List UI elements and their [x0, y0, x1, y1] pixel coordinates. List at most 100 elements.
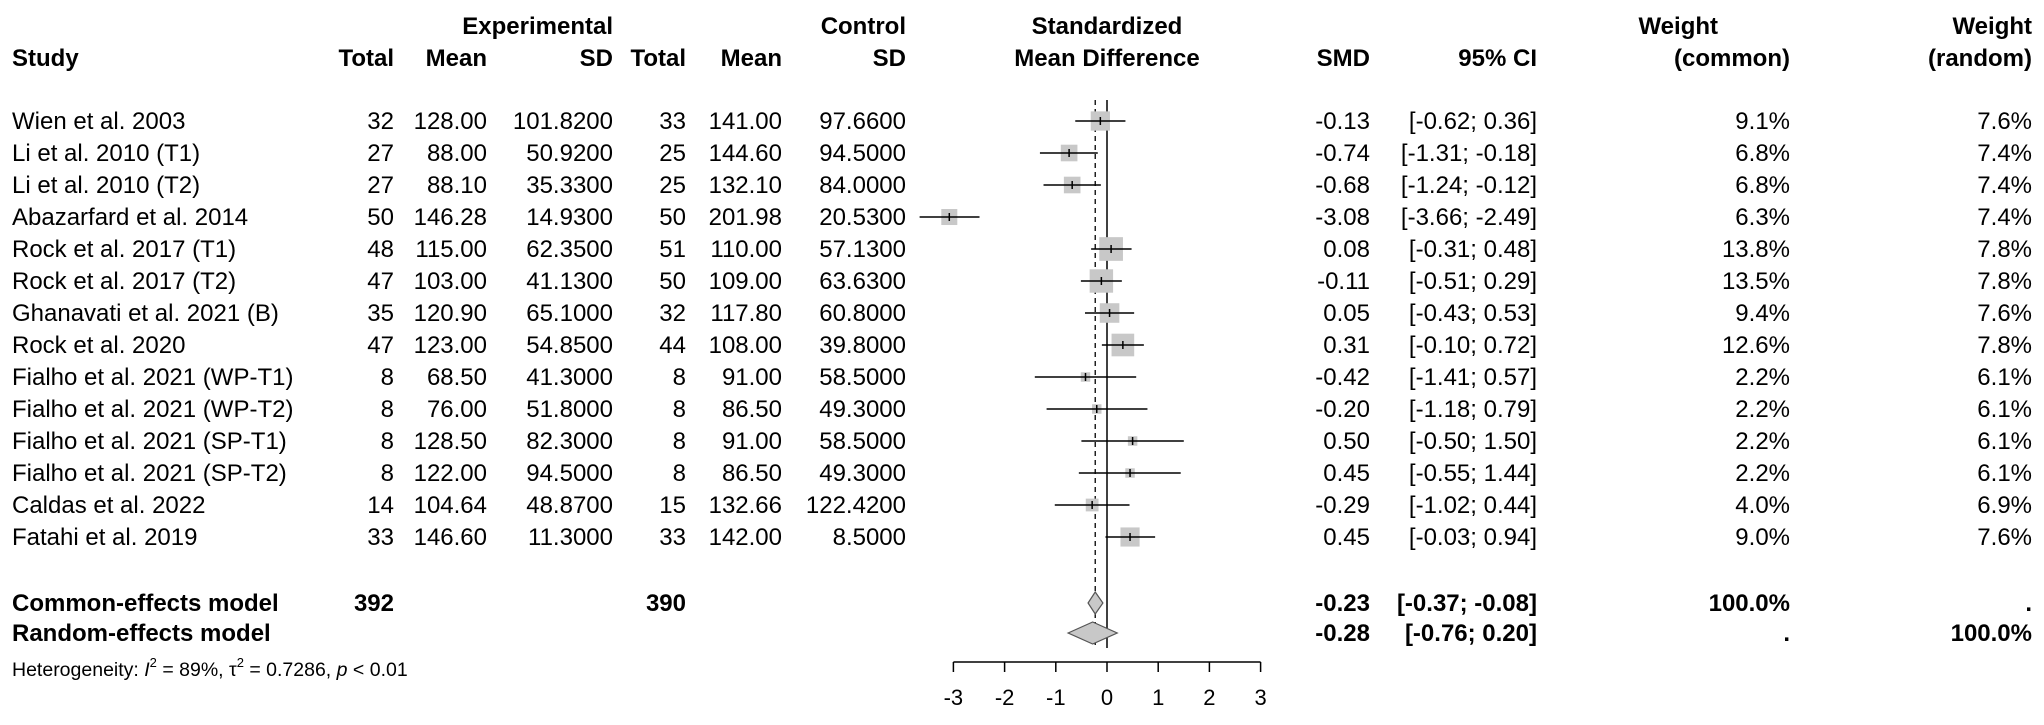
- weight-common: 13.5%: [1722, 268, 1790, 295]
- weight-random: 6.1%: [1977, 364, 2032, 391]
- c-total: 33: [659, 108, 686, 135]
- e-total: 8: [381, 460, 394, 487]
- c-mean: 132.10: [709, 172, 782, 199]
- e-mean: 76.00: [427, 396, 487, 423]
- e-sd: 94.5000: [526, 460, 613, 487]
- e-total: 48: [367, 236, 394, 263]
- header-control: Control: [821, 13, 906, 40]
- weight-common: 9.0%: [1735, 524, 1790, 551]
- e-sd: 14.9300: [526, 204, 613, 231]
- header-weight-random: Weight: [1952, 13, 2032, 40]
- smd-value: -0.20: [1315, 396, 1370, 423]
- study-name: Fialho et al. 2021 (WP-T1): [12, 364, 293, 391]
- c-sd: 97.6600: [819, 108, 906, 135]
- weight-random: 7.8%: [1977, 268, 2032, 295]
- e-sd: 65.1000: [526, 300, 613, 327]
- heterogeneity-prefix: Heterogeneity:: [12, 659, 144, 681]
- e-mean: 123.00: [414, 332, 487, 359]
- weight-common: 6.8%: [1735, 172, 1790, 199]
- e-mean: 120.90: [414, 300, 487, 327]
- table-row: Li et al. 2010 (T2) 27 88.10 35.3300 25 132.1…: [12, 172, 2032, 199]
- table-row: Caldas et al. 2022 14 104.64 48.8700 15 132.6…: [12, 492, 2032, 519]
- c-mean: 86.50: [722, 460, 782, 487]
- summary-weight-random: .: [2025, 590, 2032, 617]
- table-row: Rock et al. 2020 47 123.00 54.8500 44 108.00 3…: [12, 332, 2032, 359]
- ci-value: [-0.62; 0.36]: [1409, 108, 1537, 135]
- c-sd: 58.5000: [819, 364, 906, 391]
- smd-value: 0.05: [1323, 300, 1370, 327]
- weight-random: 6.1%: [1977, 396, 2032, 423]
- smd-value: -0.11: [1317, 268, 1370, 295]
- ci-value: [-0.03; 0.94]: [1409, 524, 1537, 551]
- header-c-sd: SD: [873, 45, 906, 72]
- e-sd: 11.3000: [528, 524, 613, 551]
- weight-random: 7.8%: [1977, 236, 2032, 263]
- heterogeneity-text: Heterogeneity: I2 = 89%, τ2 = 0.7286, p …: [12, 655, 408, 681]
- c-mean: 91.00: [722, 428, 782, 455]
- c-total: 50: [659, 204, 686, 231]
- e-sd: 50.9200: [526, 140, 613, 167]
- table-row: Li et al. 2010 (T1) 27 88.00 50.9200 25 144.6…: [12, 140, 2032, 167]
- e-sd: 41.1300: [526, 268, 613, 295]
- summary-weight-common: .: [1783, 620, 1790, 647]
- c-mean: 91.00: [722, 364, 782, 391]
- c-mean: 141.00: [709, 108, 782, 135]
- c-total: 8: [673, 428, 686, 455]
- e-mean: 146.28: [414, 204, 487, 231]
- e-mean: 88.00: [427, 140, 487, 167]
- summary-smd-value: -0.23: [1315, 590, 1370, 617]
- e-sd: 62.3500: [526, 236, 613, 263]
- study-name: Fialho et al. 2021 (SP-T2): [12, 460, 287, 487]
- c-sd: 57.1300: [819, 236, 906, 263]
- table-row: Fialho et al. 2021 (SP-T2) 8 122.00 94.5000…: [12, 460, 2032, 487]
- weight-random: 6.9%: [1977, 492, 2032, 519]
- smd-value: -3.08: [1315, 204, 1370, 231]
- weight-random: 7.8%: [1977, 332, 2032, 359]
- header-e-mean: Mean: [426, 45, 487, 72]
- weight-common: 6.8%: [1735, 140, 1790, 167]
- c-sd: 122.4200: [806, 492, 906, 519]
- e-sd: 82.3000: [526, 428, 613, 455]
- e-mean: 104.64: [414, 492, 487, 519]
- header-c-mean: Mean: [721, 45, 782, 72]
- c-mean: 132.66: [709, 492, 782, 519]
- summary-row: Random-effects model -0.28 [-0.76; 0.20]. 1…: [12, 620, 2032, 647]
- c-mean: 144.60: [709, 140, 782, 167]
- weight-common: 6.3%: [1735, 204, 1790, 231]
- study-name: Rock et al. 2017 (T1): [12, 236, 236, 263]
- c-total: 51: [659, 236, 686, 263]
- x-tick-label: -3: [944, 685, 964, 710]
- e-mean: 88.10: [427, 172, 487, 199]
- c-mean: 108.00: [709, 332, 782, 359]
- summary-weight-common: 100.0%: [1709, 590, 1790, 617]
- weight-common: 2.2%: [1735, 428, 1790, 455]
- summary-ci-value: [-0.37; -0.08]: [1397, 590, 1537, 617]
- e-mean: 146.60: [414, 524, 487, 551]
- x-tick-label: 3: [1254, 685, 1266, 710]
- c-total: 8: [673, 396, 686, 423]
- smd-value: -0.42: [1315, 364, 1370, 391]
- c-mean: 142.00: [709, 524, 782, 551]
- weight-common: 12.6%: [1722, 332, 1790, 359]
- p-value: < 0.01: [348, 659, 408, 681]
- study-name: Fialho et al. 2021 (WP-T2): [12, 396, 293, 423]
- weight-random: 7.4%: [1977, 204, 2032, 231]
- x-tick-label: 1: [1152, 685, 1164, 710]
- table-row: Rock et al. 2017 (T1) 48 115.00 62.3500 51 11…: [12, 236, 2032, 263]
- e-sd: 41.3000: [526, 364, 613, 391]
- header-smd-title-2: Mean Difference: [1014, 45, 1199, 72]
- summary-diamond: [1087, 590, 1104, 616]
- table-row: Fialho et al. 2021 (SP-T1) 8 128.50 82.3000…: [12, 428, 2032, 455]
- e-sd: 51.8000: [526, 396, 613, 423]
- summary-label: Random-effects model: [12, 620, 271, 647]
- e-total: 27: [367, 172, 394, 199]
- c-sd: 63.6300: [819, 268, 906, 295]
- e-sd: 101.8200: [513, 108, 613, 135]
- table-row: Wien et al. 2003 32 128.00 101.8200 33 141.00…: [12, 108, 2032, 135]
- ci-value: [-0.43; 0.53]: [1409, 300, 1537, 327]
- header-smd-title-1: Standardized: [1032, 13, 1183, 40]
- c-sd: 94.5000: [819, 140, 906, 167]
- ci-value: [-1.18; 0.79]: [1409, 396, 1537, 423]
- c-sd: 20.5300: [819, 204, 906, 231]
